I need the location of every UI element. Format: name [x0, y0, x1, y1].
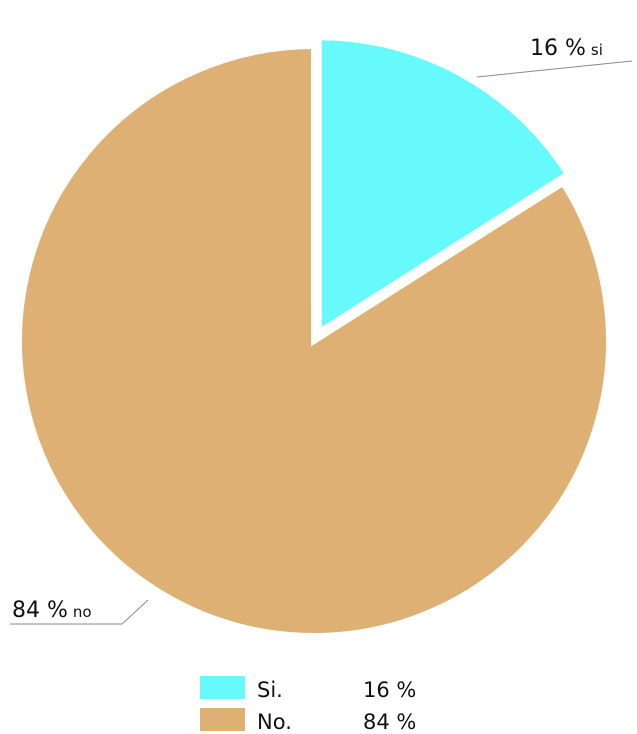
callout-label-no: 84 % no	[12, 598, 92, 623]
legend: Si. 16 % No. 84 %	[200, 676, 416, 734]
callout-tag-si: si	[591, 41, 603, 59]
legend-swatch-no	[200, 708, 245, 731]
callout-line-no	[10, 599, 149, 625]
callout-value-no: 84 %	[12, 598, 68, 623]
callout-line-si	[476, 60, 633, 78]
legend-value-si: 16 %	[363, 678, 416, 702]
legend-label-no: No.	[257, 710, 292, 734]
pie-slice-no	[16, 42, 612, 639]
legend-label-si: Si.	[257, 678, 283, 702]
legend-value-no: 84 %	[363, 710, 416, 734]
callout-value-si: 16 %	[530, 36, 586, 61]
legend-item-no: No. 84 %	[200, 708, 416, 734]
legend-item-si: Si. 16 %	[200, 676, 416, 702]
pie-slice-si	[315, 34, 573, 338]
callout-tag-no: no	[73, 603, 92, 621]
pie-slices	[16, 34, 612, 639]
legend-swatch-si	[200, 676, 245, 699]
callout-label-si: 16 % si	[530, 36, 603, 61]
